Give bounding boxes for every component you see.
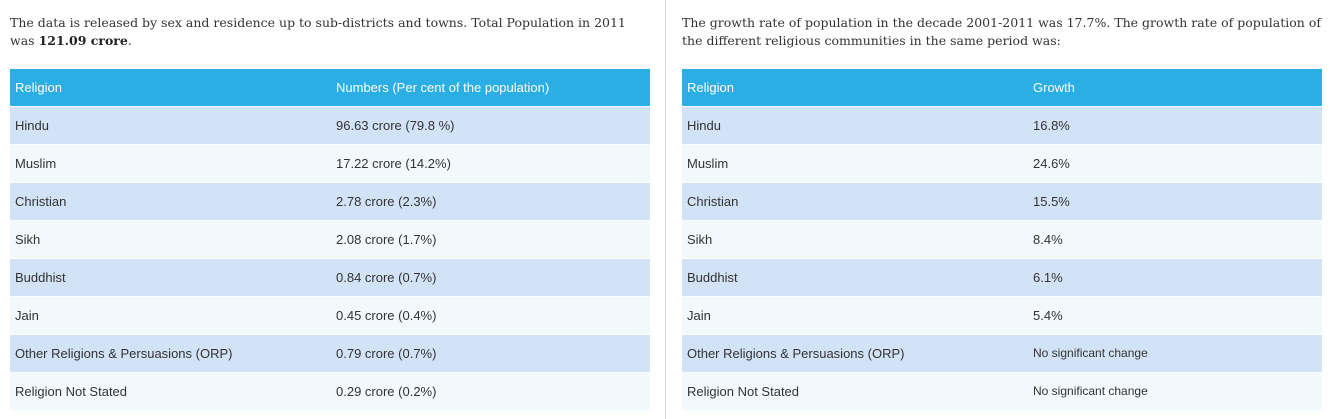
population-intro: The data is released by sex and residenc… bbox=[10, 14, 650, 50]
religion-cell: Jain bbox=[682, 296, 1028, 334]
table-row: Other Religions & Persuasions (ORP) 0.79… bbox=[10, 334, 650, 372]
numbers-cell: 0.45 crore (0.4%) bbox=[331, 296, 650, 334]
religion-cell: Buddhist bbox=[682, 258, 1028, 296]
numbers-cell: 96.63 crore (79.8 %) bbox=[331, 106, 650, 144]
table-header-row: Religion Numbers (Per cent of the popula… bbox=[10, 69, 650, 107]
growth-cell: No significant change bbox=[1028, 334, 1322, 372]
table-row: Christian 15.5% bbox=[682, 182, 1322, 220]
table-header-row: Religion Growth bbox=[682, 69, 1322, 107]
religion-cell: Muslim bbox=[10, 144, 331, 182]
column-header-growth: Growth bbox=[1028, 69, 1322, 107]
numbers-cell: 0.79 crore (0.7%) bbox=[331, 334, 650, 372]
growth-table: Religion Growth Hindu 16.8% Muslim 24.6%… bbox=[682, 69, 1322, 411]
religion-cell: Other Religions & Persuasions (ORP) bbox=[10, 334, 331, 372]
religion-cell: Buddhist bbox=[10, 258, 331, 296]
growth-cell: 24.6% bbox=[1028, 144, 1322, 182]
religion-cell: Christian bbox=[682, 182, 1028, 220]
table-row: Christian 2.78 crore (2.3%) bbox=[10, 182, 650, 220]
religion-cell: Jain bbox=[10, 296, 331, 334]
numbers-cell: 0.84 crore (0.7%) bbox=[331, 258, 650, 296]
religion-cell: Muslim bbox=[682, 144, 1028, 182]
table-row: Jain 5.4% bbox=[682, 296, 1322, 334]
population-table: Religion Numbers (Per cent of the popula… bbox=[10, 69, 650, 411]
population-intro-end: . bbox=[127, 33, 132, 48]
table-row: Jain 0.45 crore (0.4%) bbox=[10, 296, 650, 334]
table-row: Religion Not Stated No significant chang… bbox=[682, 372, 1322, 410]
growth-cell: 15.5% bbox=[1028, 182, 1322, 220]
column-header-numbers: Numbers (Per cent of the population) bbox=[331, 69, 650, 107]
religion-cell: Hindu bbox=[682, 106, 1028, 144]
table-row: Hindu 16.8% bbox=[682, 106, 1322, 144]
table-row: Sikh 8.4% bbox=[682, 220, 1322, 258]
growth-intro: The growth rate of population in the dec… bbox=[682, 15, 1321, 48]
table-row: Hindu 96.63 crore (79.8 %) bbox=[10, 106, 650, 144]
religion-cell: Sikh bbox=[682, 220, 1028, 258]
table-row: Buddhist 0.84 crore (0.7%) bbox=[10, 258, 650, 296]
numbers-cell: 0.29 crore (0.2%) bbox=[331, 372, 650, 410]
numbers-cell: 2.08 crore (1.7%) bbox=[331, 220, 650, 258]
numbers-cell: 17.22 crore (14.2%) bbox=[331, 144, 650, 182]
religion-cell: Religion Not Stated bbox=[682, 372, 1028, 410]
panel-divider bbox=[665, 0, 666, 419]
numbers-cell: 2.78 crore (2.3%) bbox=[331, 182, 650, 220]
religion-cell: Christian bbox=[10, 182, 331, 220]
column-header-religion: Religion bbox=[682, 69, 1028, 107]
total-population-value: 121.09 crore bbox=[38, 33, 128, 48]
table-row: Muslim 17.22 crore (14.2%) bbox=[10, 144, 650, 182]
left-panel: The data is released by sex and residenc… bbox=[10, 0, 650, 419]
religion-cell: Sikh bbox=[10, 220, 331, 258]
column-header-religion: Religion bbox=[10, 69, 331, 107]
religion-cell: Hindu bbox=[10, 106, 331, 144]
right-panel: The growth rate of population in the dec… bbox=[682, 0, 1322, 419]
growth-cell: 5.4% bbox=[1028, 296, 1322, 334]
table-row: Sikh 2.08 crore (1.7%) bbox=[10, 220, 650, 258]
religion-cell: Religion Not Stated bbox=[10, 372, 331, 410]
table-row: Buddhist 6.1% bbox=[682, 258, 1322, 296]
population-intro-text: The data is released by sex and residenc… bbox=[10, 15, 626, 48]
religion-cell: Other Religions & Persuasions (ORP) bbox=[682, 334, 1028, 372]
table-row: Religion Not Stated 0.29 crore (0.2%) bbox=[10, 372, 650, 410]
table-row: Other Religions & Persuasions (ORP) No s… bbox=[682, 334, 1322, 372]
growth-cell: 6.1% bbox=[1028, 258, 1322, 296]
growth-cell: 16.8% bbox=[1028, 106, 1322, 144]
growth-cell: No significant change bbox=[1028, 372, 1322, 410]
table-row: Muslim 24.6% bbox=[682, 144, 1322, 182]
growth-cell: 8.4% bbox=[1028, 220, 1322, 258]
